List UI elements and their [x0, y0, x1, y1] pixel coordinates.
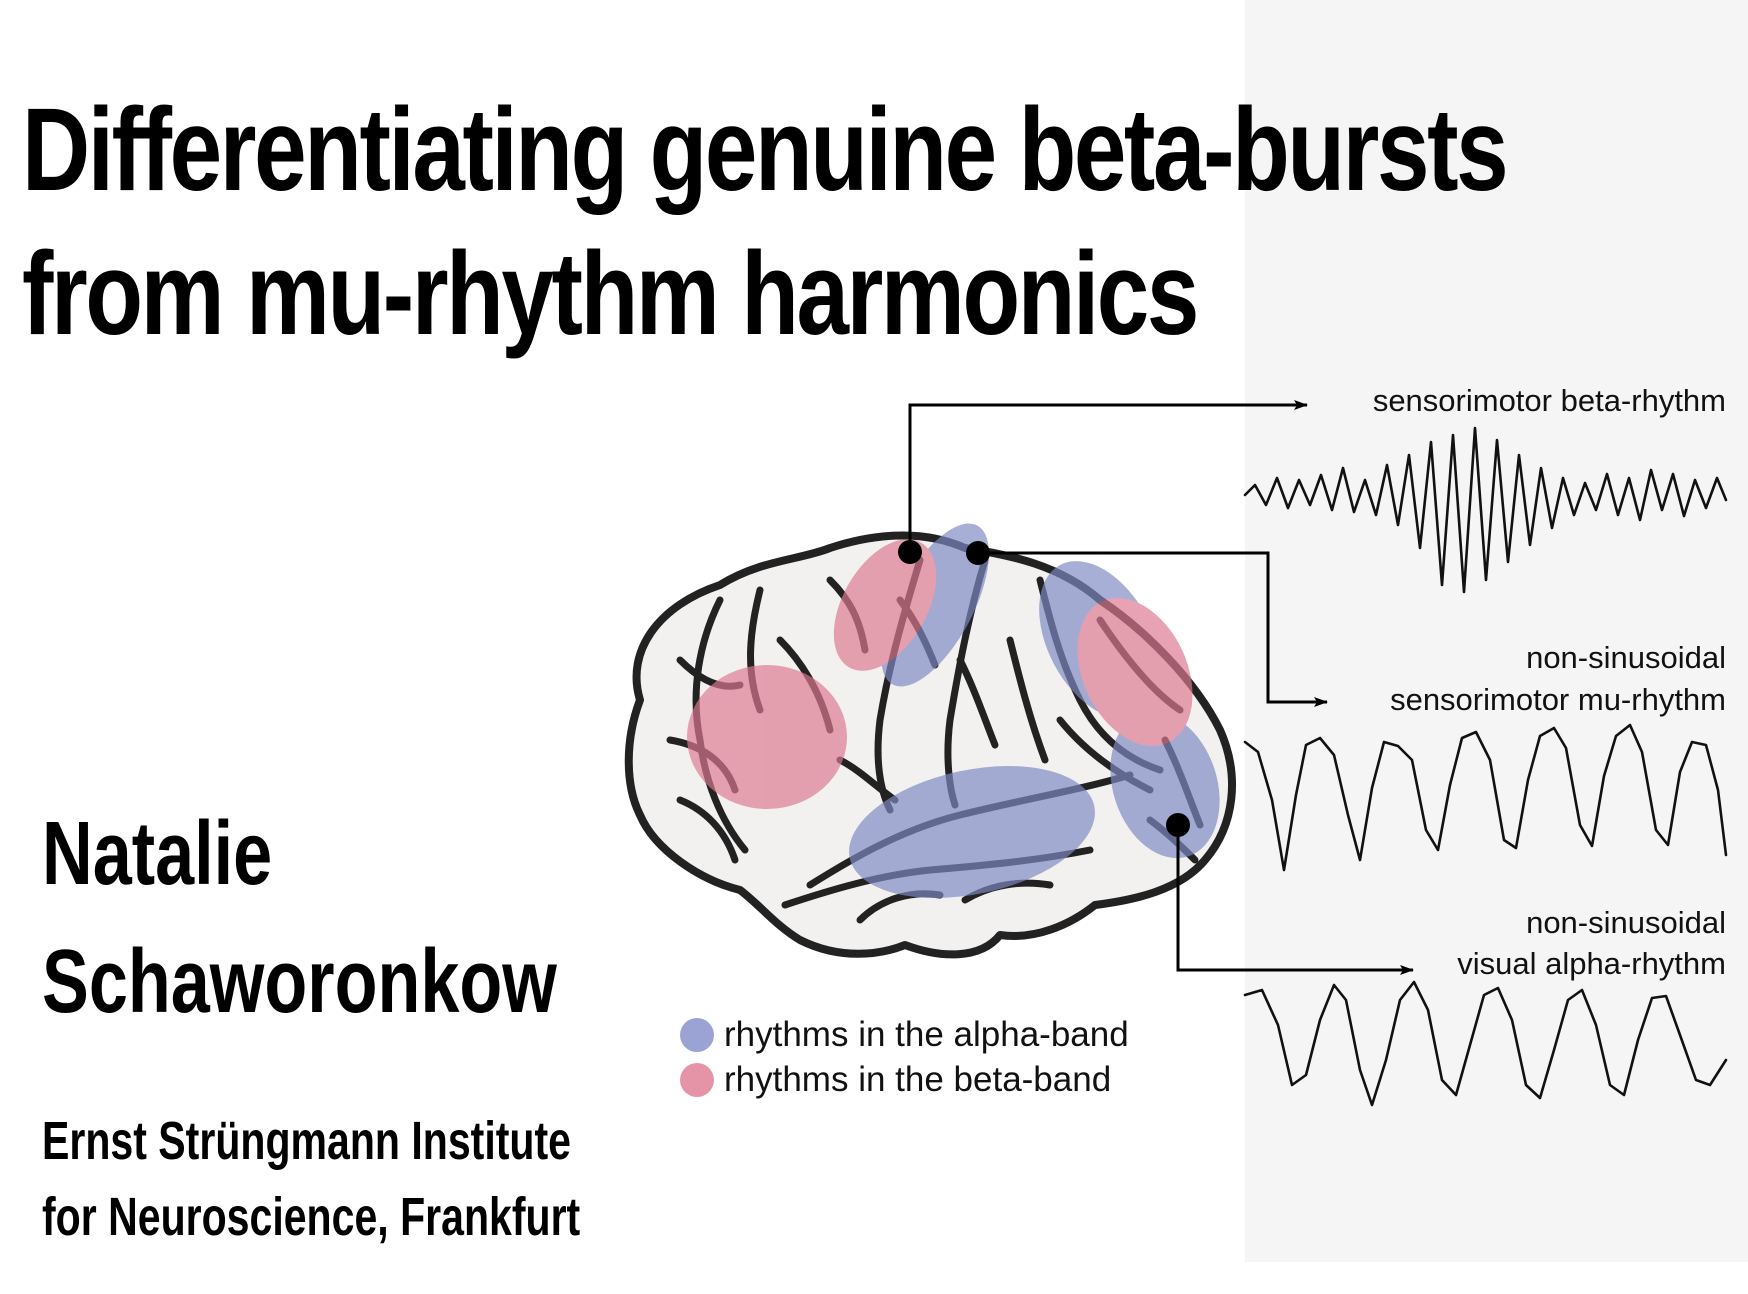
waveform-beta-rhythm	[1243, 426, 1728, 594]
label-alpha-rhythm: visual alpha-rhythm	[1457, 946, 1726, 981]
label-mu-rhythm: sensorimotor mu-rhythm	[1390, 682, 1726, 717]
author-name: Natalie Schaworonkow	[42, 790, 557, 1046]
region-overlays	[687, 523, 1220, 898]
source-dot-alpha	[1166, 813, 1190, 837]
beta-region-parietal	[1077, 597, 1193, 747]
institution-line-2: for Neuroscience, Frankfurt	[42, 1187, 581, 1247]
legend-swatch-beta	[680, 1063, 714, 1097]
alpha-region-temporal	[849, 766, 1095, 898]
waveform-mu-rhythm	[1243, 723, 1728, 872]
label-mu-rhythm-qualifier: non-sinusoidal	[1526, 640, 1726, 675]
beta-region-frontal	[687, 665, 847, 809]
alpha-region-occipital	[1110, 711, 1220, 859]
institution: Ernst Strüngmann Institute for Neuroscie…	[42, 1103, 580, 1255]
institution-line-1: Ernst Strüngmann Institute	[42, 1111, 571, 1171]
connector-beta-rhythm	[908, 400, 1308, 552]
connector-alpha-rhythm	[1176, 825, 1414, 975]
author-last-name: Schaworonkow	[42, 932, 557, 1032]
waveform-alpha-rhythm	[1243, 980, 1728, 1107]
source-dot-beta	[898, 540, 922, 564]
label-alpha-rhythm-qualifier: non-sinusoidal	[1526, 905, 1726, 940]
source-dot-mu	[966, 541, 990, 565]
author-first-name: Natalie	[42, 804, 273, 904]
connectors	[908, 400, 1414, 975]
title-line-2: from mu-rhythm harmonics	[22, 228, 1199, 360]
legend-swatch-alpha	[680, 1018, 714, 1052]
legend-label-alpha: rhythms in the alpha-band	[724, 1015, 1129, 1054]
alpha-region-central	[881, 523, 989, 687]
connector-mu-rhythm	[978, 551, 1328, 707]
legend-item-beta: rhythms in the beta-band	[680, 1060, 1111, 1100]
legend-item-alpha: rhythms in the alpha-band	[680, 1015, 1129, 1055]
right-panel-background	[1245, 0, 1748, 1262]
slide-title: Differentiating genuine beta-bursts from…	[22, 78, 1509, 366]
legend-label-beta: rhythms in the beta-band	[724, 1060, 1112, 1099]
beta-region-motor	[833, 539, 937, 671]
label-beta-rhythm: sensorimotor beta-rhythm	[1372, 383, 1726, 418]
title-line-1: Differentiating genuine beta-bursts	[22, 84, 1509, 216]
